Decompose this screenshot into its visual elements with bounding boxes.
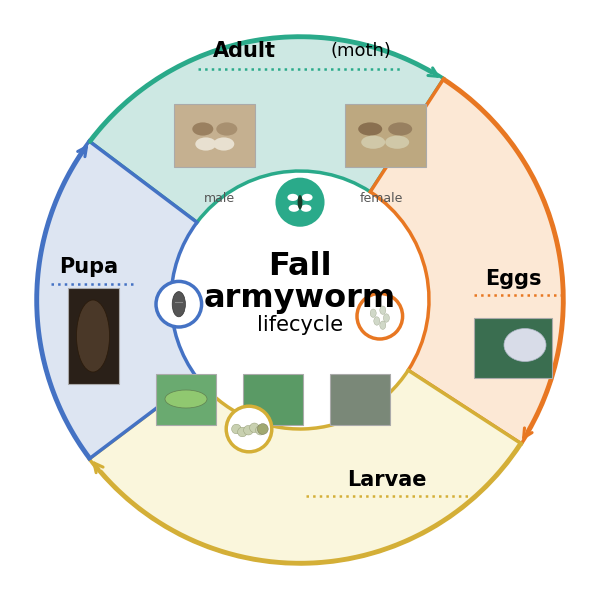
Circle shape — [232, 424, 241, 434]
Ellipse shape — [380, 321, 386, 329]
Bar — [243, 373, 303, 424]
Ellipse shape — [301, 205, 311, 212]
Bar — [330, 373, 390, 424]
Ellipse shape — [298, 195, 302, 209]
Text: Adult: Adult — [213, 41, 276, 61]
Ellipse shape — [380, 306, 386, 314]
Bar — [156, 373, 216, 424]
Circle shape — [257, 424, 268, 434]
Ellipse shape — [385, 136, 409, 149]
Circle shape — [277, 179, 323, 225]
Circle shape — [156, 281, 202, 327]
Ellipse shape — [374, 317, 380, 325]
Text: armyworm: armyworm — [204, 283, 396, 314]
Text: female: female — [359, 191, 403, 205]
Ellipse shape — [172, 292, 185, 317]
Wedge shape — [36, 141, 197, 459]
Ellipse shape — [289, 205, 299, 212]
Circle shape — [238, 427, 247, 437]
Text: Eggs: Eggs — [485, 269, 541, 289]
Ellipse shape — [383, 314, 389, 322]
Bar — [474, 318, 552, 378]
Bar — [67, 288, 119, 384]
Circle shape — [244, 425, 253, 435]
Ellipse shape — [77, 300, 110, 372]
Ellipse shape — [192, 122, 214, 136]
Text: Larvae: Larvae — [347, 470, 427, 490]
Ellipse shape — [287, 194, 298, 201]
Circle shape — [250, 423, 259, 433]
Ellipse shape — [388, 122, 412, 136]
Bar — [344, 103, 426, 166]
Text: (moth): (moth) — [330, 42, 391, 60]
Ellipse shape — [358, 122, 382, 136]
Text: Pupa: Pupa — [59, 257, 118, 277]
Ellipse shape — [302, 194, 313, 201]
Circle shape — [357, 293, 403, 339]
Bar — [174, 103, 256, 166]
Text: lifecycle: lifecycle — [257, 315, 343, 335]
Ellipse shape — [370, 309, 376, 317]
Ellipse shape — [165, 390, 207, 408]
Text: Fall: Fall — [268, 251, 332, 283]
Text: male: male — [203, 191, 235, 205]
Ellipse shape — [195, 137, 216, 151]
Ellipse shape — [361, 136, 385, 149]
Ellipse shape — [217, 122, 238, 136]
Wedge shape — [370, 79, 564, 444]
Wedge shape — [89, 36, 444, 223]
Ellipse shape — [214, 137, 235, 151]
Ellipse shape — [504, 329, 546, 361]
Circle shape — [256, 425, 265, 435]
Wedge shape — [89, 370, 521, 564]
Circle shape — [226, 406, 272, 452]
